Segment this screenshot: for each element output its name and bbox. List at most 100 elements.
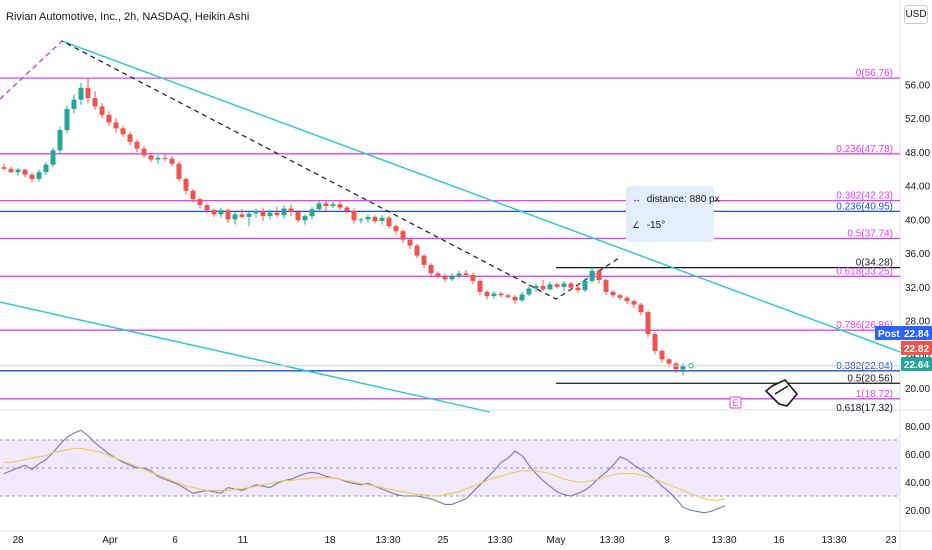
fib-label: 0(34.28) — [856, 258, 893, 269]
time-tick-label: 13:30 — [711, 535, 736, 546]
candle-body — [141, 148, 147, 156]
projection-path-start — [0, 40, 63, 100]
candle-body — [589, 270, 595, 281]
candle-body — [43, 164, 49, 173]
candle-body — [596, 270, 602, 281]
earnings-marker-label: E — [732, 398, 738, 408]
time-tick-label: 28 — [12, 535, 24, 546]
candle-body — [267, 212, 273, 217]
time-tick-label: 23 — [885, 535, 897, 546]
price-tick-label: 52.00 — [905, 114, 930, 125]
rsi-tick-label: 40.00 — [905, 478, 930, 489]
candle-body — [386, 217, 392, 227]
rsi-tick-label: 80.00 — [905, 422, 930, 433]
price-label-text: 22.84 — [904, 329, 929, 340]
candle-body — [659, 350, 665, 360]
earnings-marker[interactable] — [729, 396, 742, 409]
measure-tooltip: ↔ distance: 880 px ∠ -15° — [626, 186, 720, 242]
projection-path — [0, 40, 620, 300]
candle-body — [106, 114, 112, 123]
candle-body — [449, 275, 455, 280]
candle-body — [295, 211, 301, 221]
candle-body — [414, 245, 420, 256]
candle-body — [519, 294, 525, 301]
price-tick-label: 36.00 — [905, 249, 930, 260]
candle-body — [575, 287, 581, 291]
candle-body — [568, 283, 574, 288]
candle-body — [435, 273, 441, 276]
time-tick-label: 25 — [437, 535, 449, 546]
candle-body — [344, 207, 350, 211]
candle-body — [680, 366, 686, 370]
angle-icon: ∠ — [632, 220, 641, 230]
time-tick-label: 13:30 — [375, 535, 400, 546]
candle-body — [260, 210, 266, 217]
time-tick-label: Apr — [102, 535, 118, 546]
rsi-tick-label: 20.00 — [905, 506, 930, 517]
candle-body — [624, 297, 630, 302]
candle-body — [50, 150, 56, 165]
candle-body — [456, 273, 462, 276]
candle-body — [547, 284, 553, 290]
time-tick-label: 18 — [324, 535, 336, 546]
candle-body — [176, 163, 182, 179]
candle-body — [393, 226, 399, 232]
candle-body — [232, 214, 238, 220]
rsi-ma-line — [4, 447, 726, 501]
fib-label: 0.382(22.04) — [836, 361, 893, 372]
candle-body — [582, 280, 588, 291]
price-label-text: Post — [878, 329, 900, 340]
rsi-tick-label: 60.00 — [905, 450, 930, 461]
price-tick-label: 40.00 — [905, 215, 930, 226]
candle-body — [666, 359, 672, 364]
candle-body — [85, 87, 91, 99]
candle-body — [463, 273, 469, 276]
candle-body — [323, 203, 329, 206]
candle-body — [512, 296, 518, 301]
price-label-box — [901, 326, 932, 340]
candle-body — [8, 168, 14, 173]
candle-body — [428, 264, 434, 274]
candle-body — [638, 304, 644, 313]
price-tick-label: 24.00 — [905, 350, 930, 361]
price-label-box — [901, 357, 932, 371]
candle-body — [337, 204, 343, 208]
time-tick-label: 13:30 — [821, 535, 846, 546]
price-label-text: 22.82 — [904, 344, 929, 355]
time-tick-label: 9 — [664, 535, 670, 546]
fib-label: 0.5(37.74) — [847, 228, 893, 239]
candle-body — [365, 216, 371, 220]
candle-body — [36, 172, 42, 179]
fib-label: 0.618(33.25) — [836, 266, 893, 277]
price-tick-label: 32.00 — [905, 283, 930, 294]
candle-body — [134, 141, 140, 149]
candle-body — [505, 295, 511, 297]
candle-body — [358, 219, 364, 221]
candle-body — [470, 275, 476, 281]
candle-body — [120, 128, 126, 135]
candle-body — [288, 208, 294, 212]
candle-body — [113, 122, 119, 129]
candle-body — [407, 239, 413, 246]
candle-body — [78, 87, 84, 100]
candle-body — [645, 312, 651, 335]
eraser-cursor-stroke — [774, 385, 789, 395]
candle-body — [442, 275, 448, 280]
candle-body — [1, 167, 7, 169]
candle-body — [631, 301, 637, 305]
candle-body — [477, 280, 483, 292]
candle-body — [652, 334, 658, 351]
candle-body — [400, 231, 406, 240]
candle-body — [239, 214, 245, 217]
currency-button[interactable]: USD — [904, 5, 928, 24]
time-tick-label: 13:30 — [487, 535, 512, 546]
candle-body — [92, 98, 98, 107]
candle-body — [379, 217, 385, 222]
candle-body — [274, 212, 280, 216]
candle-body — [148, 155, 154, 160]
candle-body — [617, 295, 623, 298]
time-tick-label: May — [547, 535, 566, 546]
candle-body — [183, 178, 189, 191]
candle-body — [603, 280, 609, 292]
